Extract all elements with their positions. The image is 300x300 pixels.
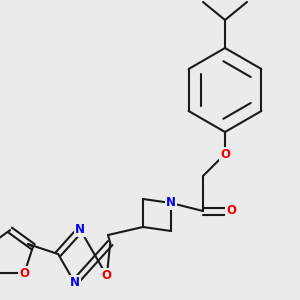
Text: O: O <box>19 267 29 280</box>
Text: O: O <box>226 205 236 218</box>
Text: N: N <box>70 276 80 289</box>
Text: N: N <box>75 223 85 236</box>
Text: O: O <box>102 269 112 282</box>
Text: O: O <box>220 148 230 160</box>
Text: N: N <box>166 196 176 209</box>
